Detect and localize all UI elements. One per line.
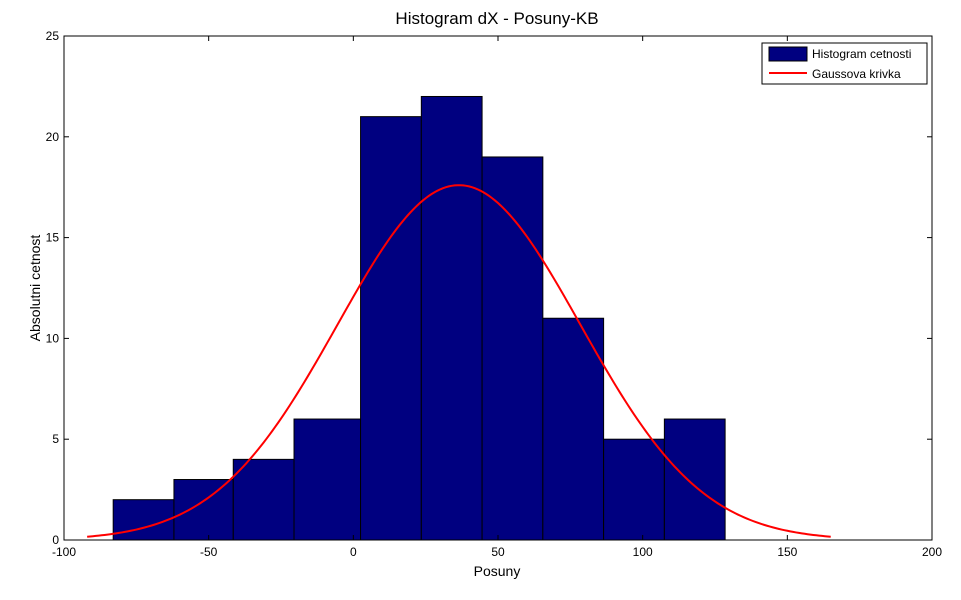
x-tick-label: -100: [52, 545, 76, 559]
histogram-bar-9: [603, 438, 665, 541]
legend-histogram-label: Histogram cetnosti: [812, 47, 911, 61]
histogram-bar-3: [232, 458, 295, 541]
y-tick-label: 15: [46, 231, 60, 245]
histogram-bar-10: [663, 418, 726, 541]
y-tick-label: 25: [46, 29, 60, 43]
y-axis-label: Absolutni cetnost: [27, 235, 43, 342]
curve-group: [87, 184, 831, 538]
legend-histogram-swatch: [768, 46, 808, 62]
x-axis-label: Posuny: [474, 563, 521, 579]
x-tick-label: -50: [200, 545, 218, 559]
y-tick-label: 5: [52, 432, 59, 446]
histogram-bar-7: [481, 156, 544, 541]
histogram-bar-6: [420, 95, 483, 541]
y-tick-label: 0: [52, 533, 59, 547]
histogram-bar-5: [360, 116, 422, 541]
x-tick-label: 100: [633, 545, 653, 559]
y-tick-label: 10: [46, 331, 60, 345]
x-tick-label: 200: [922, 545, 942, 559]
legend-gauss-label: Gaussova krivka: [812, 67, 901, 81]
legend: Histogram cetnosti Gaussova krivka: [761, 42, 928, 85]
gaussian-curve: [87, 184, 831, 538]
ticks-group: -100 -50 0 50 100 150 200 0 5 10 15 20 25: [46, 29, 943, 559]
bars-group: [112, 95, 726, 541]
chart-title: Histogram dX - Posuny-KB: [395, 9, 598, 28]
histogram-bar-1: [112, 499, 175, 541]
histogram-bar-4: [293, 418, 362, 541]
y-tick-label: 20: [46, 130, 60, 144]
x-tick-label: 150: [777, 545, 797, 559]
histogram-bar-2: [173, 479, 234, 541]
x-tick-label: 50: [491, 545, 505, 559]
histogram-bar-8: [542, 317, 605, 541]
x-tick-label: 0: [350, 545, 357, 559]
